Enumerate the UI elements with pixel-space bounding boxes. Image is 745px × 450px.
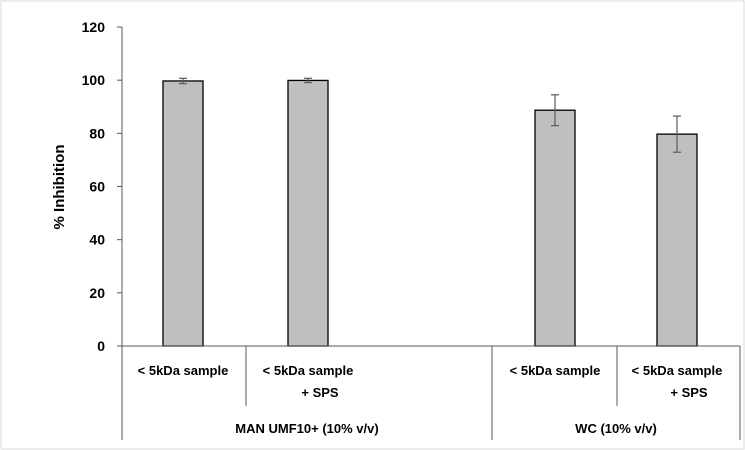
group-label: MAN UMF10+ (10% v/v) bbox=[235, 421, 378, 436]
y-tick-label: 40 bbox=[89, 232, 105, 248]
category-label: < 5kDa sample bbox=[263, 363, 354, 378]
bar bbox=[656, 133, 698, 347]
category-label-line2: + SPS bbox=[670, 385, 708, 400]
y-tick-label: 60 bbox=[89, 179, 105, 195]
bar bbox=[162, 80, 204, 347]
y-tick-label: 80 bbox=[89, 125, 105, 141]
y-tick-label: 20 bbox=[89, 285, 105, 301]
y-tick-label: 120 bbox=[82, 19, 106, 35]
category-label: < 5kDa sample bbox=[510, 363, 601, 378]
bar bbox=[287, 79, 329, 347]
group-label: WC (10% v/v) bbox=[575, 421, 657, 436]
bar bbox=[534, 109, 576, 347]
category-label-line2: + SPS bbox=[301, 385, 339, 400]
y-tick-label: 0 bbox=[97, 338, 105, 354]
category-label: < 5kDa sample bbox=[632, 363, 723, 378]
category-label: < 5kDa sample bbox=[138, 363, 229, 378]
y-tick-label: 100 bbox=[82, 72, 106, 88]
plot-area: 0 20 40 60 80 100 120 < 5kDa sample < 5kDa sampl… bbox=[82, 19, 741, 440]
y-axis-label: % Inhibition bbox=[51, 145, 68, 230]
